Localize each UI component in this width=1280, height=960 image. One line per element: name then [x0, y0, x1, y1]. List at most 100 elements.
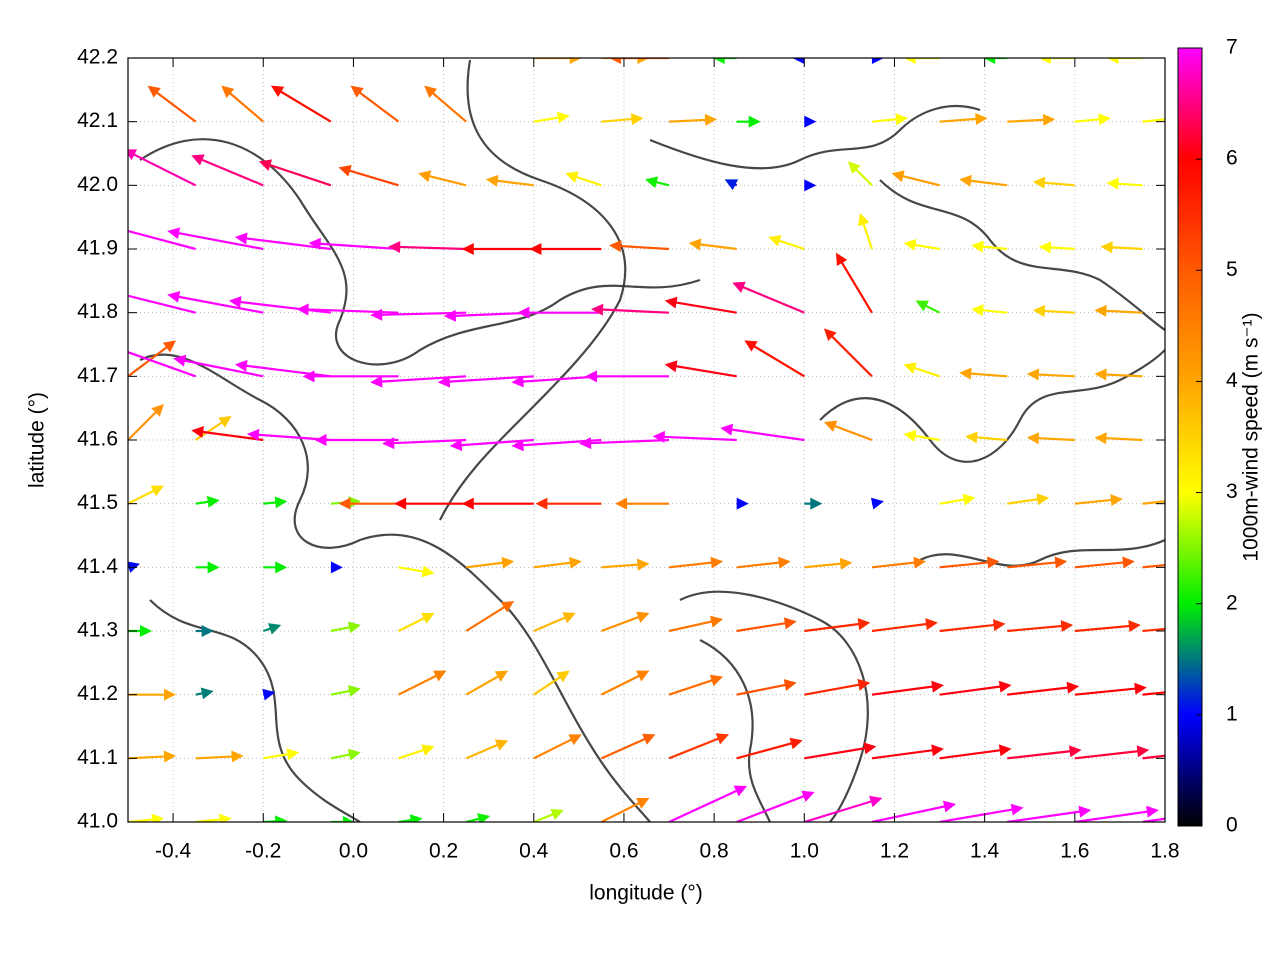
arrow-head — [1214, 806, 1227, 818]
arrow-head — [112, 345, 125, 356]
wind-arrow — [167, 227, 264, 251]
arrow-shaft — [315, 242, 399, 251]
arrow-head — [895, 113, 908, 126]
wind-arrow — [533, 556, 582, 569]
axes: -0.4 -0.2 0.0 0.2 0.4 0.6 0.8 1.0 1.2 1.4 1.6 1.8 41… — [77, 46, 1179, 863]
wind-arrow — [1106, 177, 1143, 190]
wind-arrow — [195, 687, 214, 700]
arrow-head — [218, 416, 232, 428]
arrow-head — [461, 497, 474, 510]
wind-arrow — [1032, 176, 1075, 189]
arrow-head — [511, 439, 524, 452]
wind-arrow — [668, 615, 724, 633]
wind-arrow — [1007, 681, 1080, 696]
arrow-head — [258, 159, 273, 171]
wind-arrow — [803, 795, 883, 822]
wind-arrow — [529, 243, 602, 255]
wind-arrow — [398, 613, 435, 632]
arrow-head — [1032, 304, 1046, 317]
arrow-shaft — [197, 157, 264, 187]
arrow-shaft — [492, 179, 534, 187]
wind-arrow — [615, 497, 670, 510]
wind-arrow — [394, 497, 467, 510]
arrow-head — [720, 423, 734, 436]
arrow-shaft — [671, 300, 737, 314]
wind-arrow — [128, 340, 176, 378]
arrow-shaft — [377, 375, 467, 383]
arrow-head — [1128, 620, 1141, 633]
wind-arrow — [330, 685, 361, 697]
contour — [679, 590, 869, 822]
arrow-head — [636, 558, 650, 571]
x-tick-label: 0.4 — [519, 840, 549, 863]
arrow-head — [338, 165, 352, 177]
contour — [819, 349, 1165, 463]
colorbar-tick-label: 6 — [1226, 147, 1238, 170]
arrow-head — [1066, 681, 1080, 694]
wind-arrow — [736, 617, 797, 633]
arrow-head — [615, 497, 628, 510]
arrow-shaft — [668, 118, 710, 123]
arrow-shaft — [328, 58, 331, 59]
wind-arrow — [234, 359, 332, 378]
wind-arrow — [712, 58, 737, 64]
arrow-shaft — [1142, 500, 1165, 505]
arrow-head — [664, 296, 678, 309]
wind-arrow — [147, 85, 197, 123]
arrow-head — [637, 58, 650, 64]
arrow-head — [1036, 493, 1050, 506]
wind-arrow — [350, 85, 400, 123]
wind-arrow — [804, 557, 853, 570]
arrow-shaft — [601, 117, 637, 123]
arrow-shaft — [966, 372, 1008, 378]
arrow-shaft — [600, 800, 644, 822]
wind-arrow — [533, 58, 582, 64]
wind-arrow — [128, 229, 196, 251]
arrow-head — [151, 813, 164, 822]
wind-arrow — [1074, 113, 1111, 126]
colorbar-scale — [1177, 47, 1203, 827]
wind-arrow — [465, 739, 509, 760]
arrow-head — [409, 814, 423, 822]
arrow-head — [388, 240, 401, 253]
arrow-shaft — [180, 358, 264, 378]
arrow-head — [748, 115, 761, 128]
arrow-head — [501, 556, 515, 569]
arrow-head — [275, 561, 288, 574]
wind-arrow — [1142, 806, 1227, 822]
wind-arrow — [302, 370, 399, 383]
arrow-head — [363, 34, 376, 46]
arrow-head — [915, 300, 929, 312]
arrow-head — [942, 800, 956, 813]
wind-arrow — [1094, 368, 1143, 381]
wind-arrow — [533, 808, 564, 822]
arrow-shaft — [128, 229, 196, 251]
arrow-shaft — [466, 561, 508, 569]
arrow-head — [869, 795, 883, 808]
wind-arrow — [688, 238, 737, 251]
arrow-shaft — [695, 242, 737, 251]
arrow-shaft — [601, 614, 644, 633]
arrow-shaft — [424, 174, 467, 187]
arrow-head — [732, 281, 746, 293]
wind-arrow — [330, 561, 343, 574]
arrow-shaft — [276, 88, 332, 123]
arrow-shaft — [871, 622, 931, 633]
arrow-head — [347, 621, 361, 634]
wind-arrow — [263, 815, 288, 822]
y-tick-label: 41.2 — [77, 682, 118, 705]
arrow-shaft — [1142, 563, 1165, 569]
arrow-head — [645, 176, 659, 189]
wind-arrow — [871, 680, 944, 696]
arrow-shaft — [871, 561, 919, 569]
wind-arrow — [465, 670, 509, 696]
wind-arrow — [1074, 805, 1159, 822]
y-tick-label: 41.3 — [77, 619, 118, 642]
wind-arrow — [465, 813, 491, 822]
arrow-head — [234, 232, 248, 245]
wind-arrow — [870, 497, 884, 510]
arrow-shaft — [1074, 809, 1152, 822]
arrow-head — [1098, 113, 1111, 126]
arrow-shaft — [1074, 624, 1134, 633]
arrow-shaft — [398, 747, 429, 760]
